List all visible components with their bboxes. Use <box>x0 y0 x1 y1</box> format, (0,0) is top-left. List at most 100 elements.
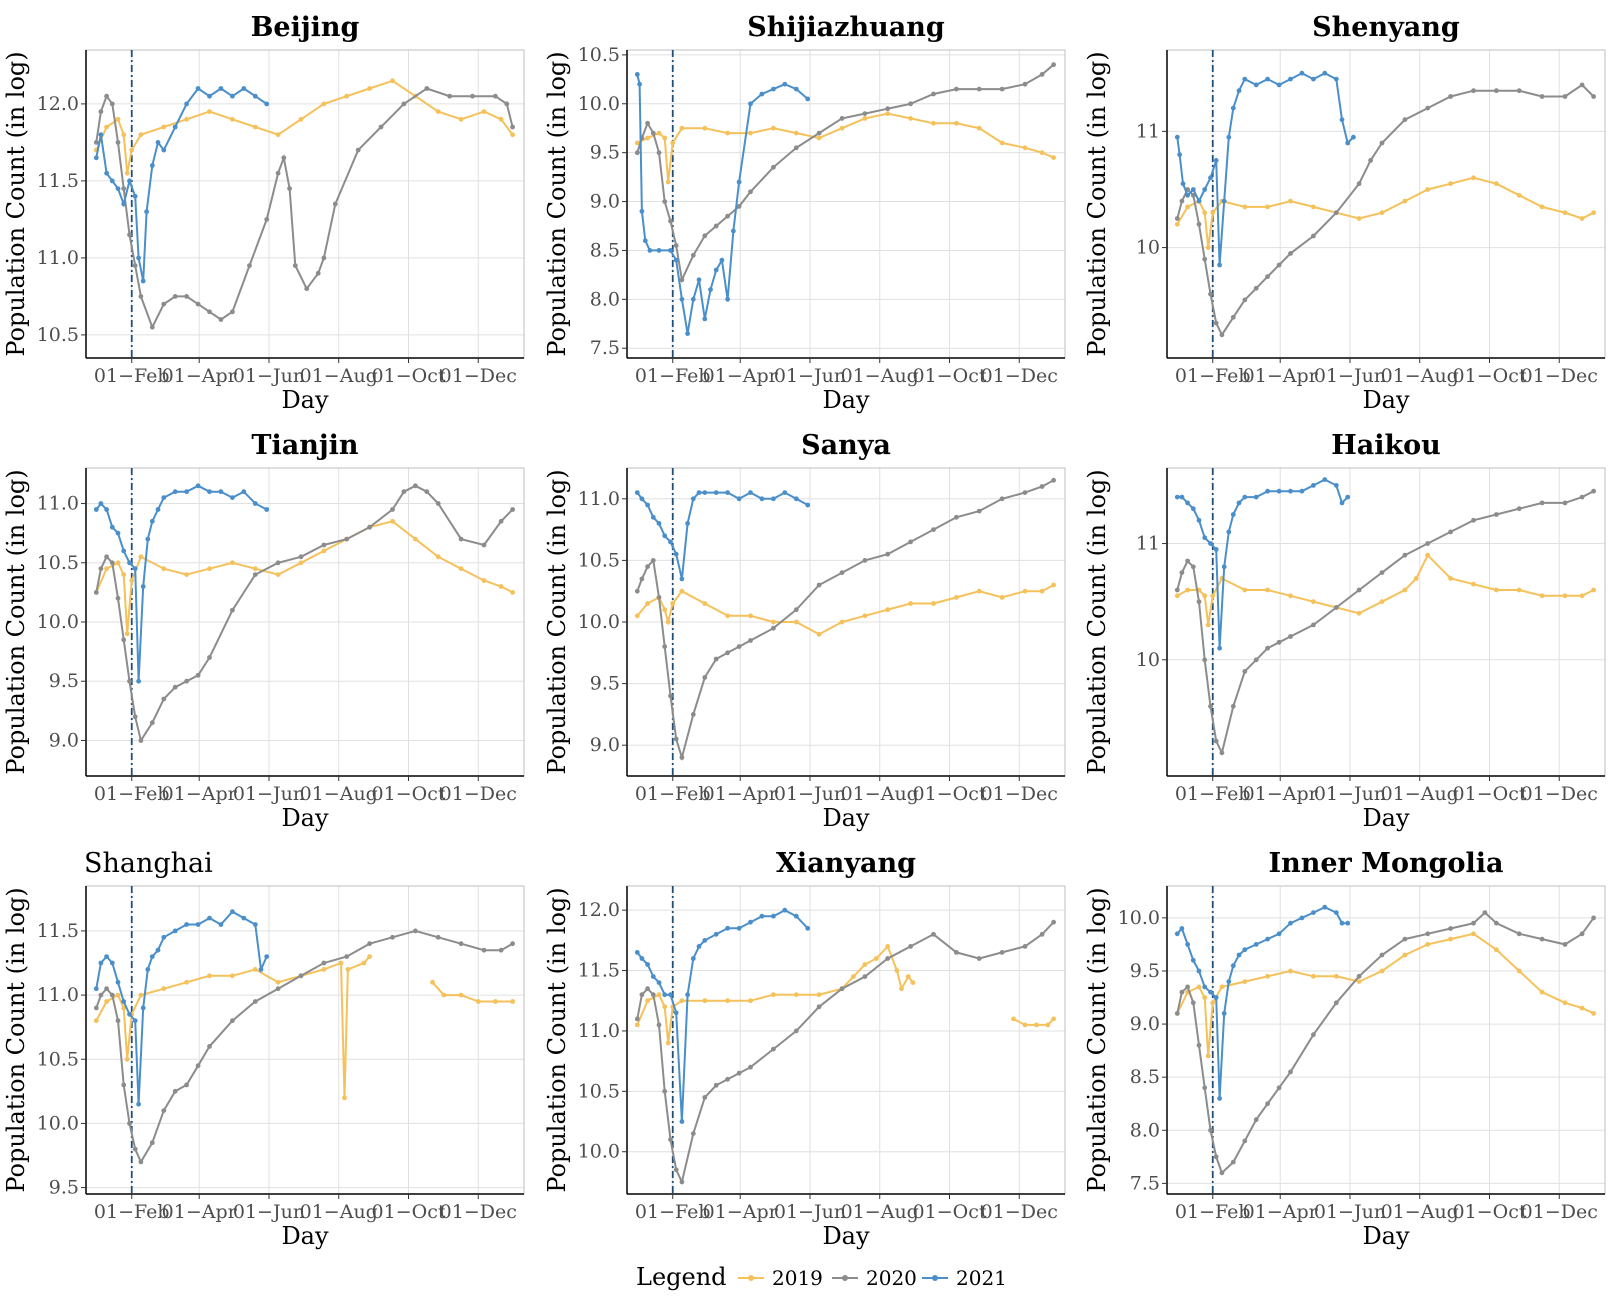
panel-shenyang: Shenyang 10 11 01−Feb01−Apr01−Jun01−Aug01−O… <box>1083 12 1606 414</box>
x-tick-label: 01−Jun <box>1314 1201 1386 1223</box>
data-point-2020 <box>1494 512 1499 517</box>
x-tick-label: 01−Feb <box>94 1201 170 1223</box>
data-point-2019 <box>413 536 418 542</box>
data-point-2021 <box>1185 500 1190 506</box>
x-tick-label: 01−Apr <box>703 1201 779 1223</box>
data-point-2021 <box>685 331 690 336</box>
data-point-2019 <box>345 967 351 972</box>
data-point-2019 <box>138 132 144 138</box>
data-point-2020 <box>1471 88 1476 94</box>
x-tick-label: 01−Dec <box>981 783 1058 805</box>
data-point-2020 <box>1253 1117 1259 1123</box>
data-point-2021 <box>1345 494 1351 500</box>
data-point-2021 <box>1208 175 1213 181</box>
data-point-2021 <box>673 551 679 557</box>
data-point-2020 <box>1253 657 1259 663</box>
series-2020 <box>1174 488 1596 756</box>
data-point-2021 <box>1242 494 1248 500</box>
data-point-2019 <box>1242 979 1248 984</box>
data-point-2020 <box>702 675 708 680</box>
y-tick-label: 8.5 <box>1130 1066 1160 1088</box>
data-point-2020 <box>1402 117 1408 123</box>
data-point-2019 <box>138 554 144 560</box>
data-point-2020 <box>1448 94 1453 99</box>
series-2020 <box>93 86 515 330</box>
data-point-2021 <box>719 257 725 263</box>
data-point-2020 <box>184 678 190 684</box>
data-point-2020 <box>315 270 321 276</box>
x-tick-label: 01−Dec <box>1521 1201 1598 1223</box>
data-point-2021 <box>736 496 742 502</box>
data-point-2020 <box>121 1082 127 1088</box>
data-point-2021 <box>184 922 190 927</box>
x-tick-label: 01−Jun <box>1314 365 1386 387</box>
data-point-2021 <box>1217 645 1222 651</box>
data-point-2020 <box>1562 500 1568 506</box>
data-point-2019 <box>1185 587 1190 593</box>
data-point-2020 <box>908 539 913 545</box>
data-point-2020 <box>93 1005 99 1011</box>
data-point-2021 <box>155 947 161 953</box>
data-point-2021 <box>673 1010 679 1016</box>
x-tick-label: 01−Dec <box>1521 365 1598 387</box>
data-point-2021 <box>1190 506 1196 512</box>
series-2019 <box>93 78 515 176</box>
data-point-2019 <box>115 560 121 566</box>
data-point-2019 <box>931 120 936 126</box>
data-point-2019 <box>954 120 959 126</box>
data-point-2020 <box>1230 1159 1236 1165</box>
data-point-2021 <box>1179 494 1185 500</box>
y-axis-label: Population Count (in log) <box>2 887 30 1192</box>
data-point-2019 <box>298 560 304 566</box>
data-point-2021 <box>645 502 650 508</box>
data-point-2020 <box>1379 140 1385 146</box>
data-point-2019 <box>458 992 464 998</box>
y-tick-label: 10.5 <box>37 1048 79 1070</box>
data-point-2020 <box>207 1044 212 1049</box>
data-point-2021 <box>207 915 212 921</box>
data-point-2020 <box>344 954 350 959</box>
y-tick-label: 10.0 <box>37 611 79 633</box>
x-tick-label: 01−Aug <box>841 365 919 387</box>
data-point-2020 <box>748 1064 753 1070</box>
data-point-2020 <box>656 595 662 600</box>
data-point-2020 <box>668 218 673 224</box>
data-point-2019 <box>1219 984 1225 990</box>
data-point-2019 <box>1516 192 1522 198</box>
data-point-2019 <box>1562 210 1568 216</box>
data-point-2019 <box>634 140 640 146</box>
data-point-2020 <box>650 992 656 998</box>
x-tick-label: 01−Feb <box>635 783 711 805</box>
data-point-2020 <box>1179 198 1185 204</box>
panel-shijiazhuang: Shijiazhuang 7.5 8.0 8.5 9.0 9.5 10.0 10.5 01−Fe… <box>543 12 1066 414</box>
data-point-2019 <box>1196 984 1202 990</box>
plot-area <box>86 50 524 358</box>
data-point-2021 <box>1253 494 1259 500</box>
data-point-2019 <box>1425 187 1431 192</box>
data-point-2019 <box>161 566 167 572</box>
data-point-2020 <box>321 960 327 966</box>
data-point-2021 <box>121 999 127 1004</box>
data-point-2020 <box>713 656 719 662</box>
data-point-2021 <box>1265 76 1270 82</box>
series-line-2019 <box>95 955 371 1098</box>
data-point-2021 <box>230 495 235 500</box>
data-point-2019 <box>1185 204 1190 210</box>
data-point-2020 <box>367 524 372 530</box>
data-point-2020 <box>1022 490 1028 495</box>
data-point-2019 <box>1579 216 1585 221</box>
data-point-2019 <box>129 147 135 153</box>
data-point-2021 <box>1217 1096 1222 1101</box>
x-axis-label: Day <box>1362 1222 1410 1250</box>
data-point-2019 <box>702 125 708 131</box>
data-point-2019 <box>1311 599 1316 605</box>
data-point-2021 <box>725 296 730 302</box>
data-point-2020 <box>1051 919 1056 925</box>
data-point-2019 <box>184 116 190 122</box>
x-tick-label: 01−Aug <box>300 1201 378 1223</box>
data-point-2021 <box>668 992 673 998</box>
legend-item-2019: 2019 <box>738 1266 823 1290</box>
x-tick-label: 01−Apr <box>1243 365 1319 387</box>
data-point-2021 <box>656 980 662 985</box>
data-point-2019 <box>662 607 668 613</box>
